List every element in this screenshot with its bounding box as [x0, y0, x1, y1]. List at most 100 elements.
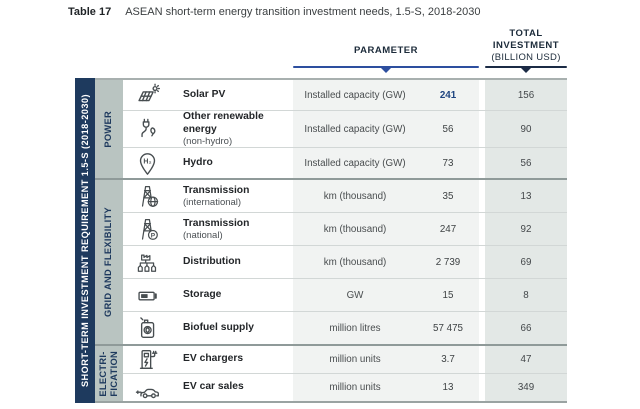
row-sublabel: (international) — [183, 196, 242, 208]
column-gap — [479, 279, 485, 312]
row-label-cell: Other renewable energy (non-hydro) — [171, 111, 293, 147]
category-label: GRID AND FLEXIBILITY — [103, 207, 114, 318]
category-band: POWER — [95, 80, 123, 179]
ev-charger-icon — [139, 350, 157, 369]
row-icon-cell: P — [123, 213, 171, 246]
row-label: Biofuel supply — [183, 321, 254, 333]
row-value: 2 739 — [417, 246, 479, 279]
ev-car-icon — [135, 388, 159, 399]
parameter-column-header: PARAMETER — [293, 18, 479, 73]
row-label: Transmission — [183, 217, 250, 229]
row-label-cell: Transmission (national) — [171, 213, 293, 246]
row-parameter: million units — [293, 374, 417, 401]
row-label: EV chargers — [183, 353, 244, 365]
row-icon-cell — [123, 180, 171, 213]
category-group-grid-and-flexibility: GRID AND FLEXIBILITY Transmission (intern… — [95, 178, 567, 344]
parameter-header-label: PARAMETER — [354, 44, 418, 56]
category-band: ELECTRI- FICATION — [95, 346, 123, 401]
table-row: Biofuel supply million litres 57 475 66 — [123, 311, 567, 344]
row-value: 57 475 — [417, 312, 479, 344]
row-value: 13 — [417, 374, 479, 401]
column-gap — [479, 147, 485, 179]
table-title: Table 17 ASEAN short-term energy transit… — [68, 6, 480, 18]
row-value: 3.7 — [417, 346, 479, 373]
row-total-investment: 13 — [485, 180, 567, 213]
column-gap — [479, 111, 485, 147]
table-row: P Transmission (national) km (thousand) 247… — [123, 212, 567, 246]
row-parameter: million units — [293, 346, 417, 373]
chevron-down-icon — [521, 67, 531, 73]
row-icon-cell — [123, 346, 171, 373]
group-rows: Transmission (international) km (thousand)… — [123, 180, 567, 344]
row-parameter: Installed capacity (GW) — [293, 147, 417, 179]
row-sublabel: (non-hydro) — [183, 135, 233, 147]
row-parameter: km (thousand) — [293, 246, 417, 279]
category-group-power: POWER Solar PV Installed capacity (GW) 241… — [95, 80, 567, 179]
group-rows: Solar PV Installed capacity (GW) 241 156 Ot… — [123, 80, 567, 179]
svg-text:H₂: H₂ — [143, 158, 151, 165]
column-gap — [479, 80, 485, 111]
row-parameter: Installed capacity (GW) — [293, 111, 417, 147]
row-icon-cell — [123, 312, 171, 344]
table-caption: ASEAN short-term energy transition inves… — [125, 6, 481, 18]
total-header-line1: TOTAL — [509, 27, 543, 39]
table-row: Solar PV Installed capacity (GW) 241 156 — [123, 80, 567, 111]
category-group-electri-fication: ELECTRI- FICATION EV chargers million uni… — [95, 344, 567, 401]
row-icon-cell — [123, 111, 171, 147]
row-icon-cell — [123, 80, 171, 111]
row-label-cell: Solar PV — [171, 80, 293, 111]
row-total-investment: 47 — [485, 346, 567, 373]
table-row: Transmission (international) km (thousand)… — [123, 180, 567, 213]
table-row: Other renewable energy (non-hydro) Install… — [123, 110, 567, 147]
row-icon-cell — [123, 246, 171, 279]
table-row: Distribution km (thousand) 2 739 69 — [123, 245, 567, 279]
column-gap — [479, 374, 485, 401]
row-label: Storage — [183, 289, 222, 301]
row-label-cell: EV car sales — [171, 374, 293, 401]
row-parameter: Installed capacity (GW) — [293, 80, 417, 111]
row-value: 35 — [417, 180, 479, 213]
row-parameter: km (thousand) — [293, 180, 417, 213]
table-row: EV car sales million units 13 349 — [123, 373, 567, 401]
category-label: POWER — [103, 110, 114, 148]
row-value: 73 — [417, 147, 479, 179]
biofuel-can-icon — [139, 316, 154, 338]
total-investment-column-header: TOTAL INVESTMENT (BILLION USD) — [485, 18, 567, 73]
sidebar-band: SHORT-TERM INVESTMENT REQUIREMENT 1.5-S … — [75, 78, 95, 403]
table-row: EV chargers million units 3.7 47 — [123, 346, 567, 373]
table-number: Table 17 — [68, 6, 112, 18]
row-parameter: GW — [293, 279, 417, 312]
row-label: Hydro — [183, 157, 213, 169]
group-rows: EV chargers million units 3.7 47 EV car sal… — [123, 346, 567, 401]
row-total-investment: 66 — [485, 312, 567, 344]
row-total-investment: 56 — [485, 147, 567, 179]
parameter-header-rule — [293, 65, 479, 73]
row-label: Other renewable energy — [183, 111, 264, 135]
column-gap — [479, 246, 485, 279]
battery-storage-icon — [137, 291, 157, 301]
row-value: 241 — [417, 80, 479, 111]
row-label-cell: Distribution — [171, 246, 293, 279]
column-gap — [479, 312, 485, 344]
row-label-cell: Storage — [171, 279, 293, 312]
table-row: H₂ Hydro Installed capacity (GW) 73 56 — [123, 146, 567, 179]
row-total-investment: 92 — [485, 213, 567, 246]
hydro-pin-icon: H₂ — [139, 152, 155, 175]
row-label: Solar PV — [183, 89, 226, 101]
column-gap — [479, 346, 485, 373]
total-header-line2: INVESTMENT — [492, 39, 560, 51]
row-total-investment: 90 — [485, 111, 567, 147]
svg-text:P: P — [150, 232, 155, 239]
row-label-cell: EV chargers — [171, 346, 293, 373]
row-parameter: million litres — [293, 312, 417, 344]
total-header-line3: (BILLION USD) — [491, 51, 561, 63]
row-label: EV car sales — [183, 381, 244, 393]
solar-panel-icon — [137, 83, 160, 101]
plug-leaf-icon — [140, 118, 155, 137]
row-icon-cell — [123, 279, 171, 312]
column-gap — [479, 213, 485, 246]
total-header-rule — [485, 65, 567, 73]
transmission-international-icon — [141, 185, 158, 207]
row-total-investment: 349 — [485, 374, 567, 401]
